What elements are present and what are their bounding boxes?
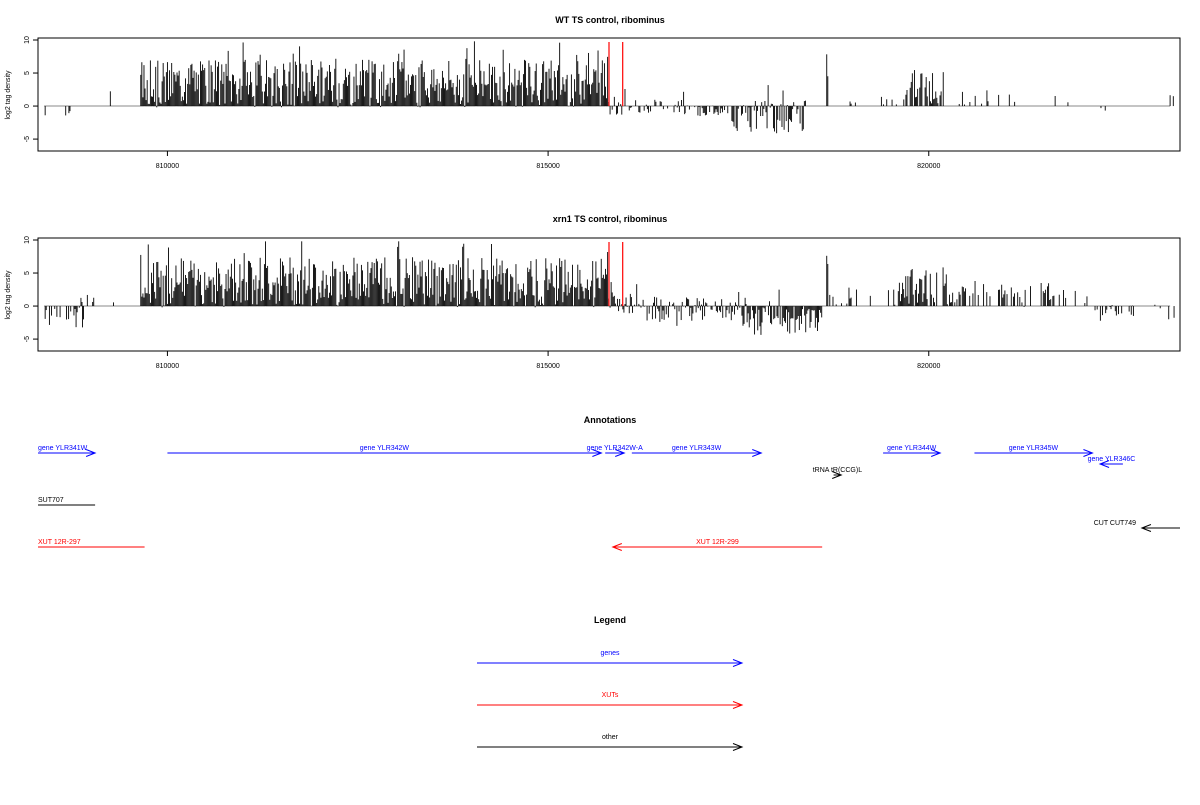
arrow-head: [930, 449, 942, 457]
xrn1-coverage-panel: xrn1 TS control, ribominus log2 tag dens…: [5, 214, 1181, 370]
y-tick-label: 10: [24, 36, 31, 44]
x-tick-label: 820000: [917, 363, 940, 370]
arrow-head: [1140, 524, 1152, 532]
plot-frame: [37, 237, 1181, 352]
arrow-head: [752, 449, 763, 457]
arrow-head: [1083, 449, 1094, 457]
legend-label: genes: [600, 650, 620, 657]
x-tick-label: 815000: [536, 363, 559, 370]
legend-title: Legend: [594, 615, 626, 625]
annotation-feature: gene YLR346C: [1088, 456, 1136, 468]
annotation-feature: gene YLR343W: [631, 445, 763, 457]
annotations-title: Annotations: [584, 415, 637, 425]
feature-label: XUT 12R-297: [38, 539, 81, 546]
annotation-feature: XUT 12R-299: [611, 539, 823, 551]
feature-label: SUT707: [38, 497, 64, 504]
legend-entries: genes XUTs other: [477, 650, 744, 751]
feature-label: gene YLR341W: [38, 445, 88, 452]
annotation-feature: SUT707: [38, 497, 96, 506]
x-tick-label: 820000: [917, 163, 940, 170]
arrow-head: [592, 449, 603, 457]
arrow-head: [732, 659, 744, 667]
feature-label: tRNA tR(CCG)L: [813, 467, 863, 474]
x-tick-label: 810000: [156, 163, 179, 170]
x-axis-ticks: 810000 815000 820000: [156, 351, 941, 370]
y-axis-label: log2 tag density: [5, 70, 12, 120]
annotation-feature: CUT CUT749: [1094, 520, 1180, 532]
arrow-head: [732, 701, 744, 709]
annotation-feature: XUT 12R-297: [38, 539, 145, 548]
arrow-head: [832, 471, 843, 479]
legend-label: other: [602, 734, 619, 741]
x-axis-ticks: 810000 815000 820000: [156, 151, 941, 170]
arrow-head: [1098, 460, 1110, 468]
y-axis-ticks: -5 0 5 10: [24, 236, 38, 342]
arrow-head: [611, 543, 622, 551]
wt-coverage-panel: WT TS control, ribominus log2 tag densit…: [5, 15, 1181, 170]
y-tick-label: 10: [24, 236, 31, 244]
annotation-feature: gene YLR342W: [167, 445, 603, 457]
arrow-head: [732, 743, 744, 751]
position-markers: [608, 242, 624, 307]
feature-label: gene YLR343W: [672, 445, 722, 452]
feature-label: gene YLR344W: [887, 445, 937, 452]
position-markers: [608, 42, 624, 107]
y-axis-label: log2 tag density: [5, 270, 12, 320]
y-tick-label: 5: [24, 71, 31, 75]
annotation-feature: gene YLR341W: [38, 445, 97, 457]
y-tick-label: 0: [24, 104, 31, 108]
arrow-head: [85, 449, 97, 457]
feature-label: gene YLR342W: [360, 445, 410, 452]
legend-entry: genes: [477, 650, 744, 667]
arrow-head: [615, 449, 626, 457]
annotation-feature: gene YLR342W-A: [587, 445, 643, 457]
annotation-feature: gene YLR344W: [883, 445, 942, 457]
legend-entry: other: [477, 734, 744, 751]
plot-frame: [37, 37, 1181, 152]
y-tick-label: -5: [24, 136, 31, 142]
annotations-track: Annotations gene YLR341W gene YLR342W gene…: [38, 415, 1180, 551]
y-tick-label: -5: [24, 336, 31, 342]
annotation-feature: gene YLR345W: [974, 445, 1094, 457]
y-tick-label: 0: [24, 304, 31, 308]
legend-entry: XUTs: [477, 692, 744, 709]
x-tick-label: 815000: [536, 163, 559, 170]
coverage-bars: [44, 41, 1174, 134]
feature-label: gene YLR345W: [1009, 445, 1059, 452]
y-tick-label: 5: [24, 271, 31, 275]
legend-label: XUTs: [602, 692, 619, 699]
panel-title: WT TS control, ribominus: [555, 15, 665, 25]
annotation-features: gene YLR341W gene YLR342W gene YLR342W-A ge…: [38, 445, 1180, 551]
legend: Legend genes XUTs other: [477, 615, 744, 751]
coverage-bars: [44, 241, 1175, 335]
y-axis-ticks: -5 0 5 10: [24, 36, 38, 142]
x-tick-label: 810000: [156, 363, 179, 370]
panel-title: xrn1 TS control, ribominus: [553, 214, 668, 224]
feature-label: gene YLR346C: [1088, 456, 1136, 463]
annotation-feature: tRNA tR(CCG)L: [813, 467, 863, 479]
feature-label: gene YLR342W-A: [587, 445, 643, 452]
feature-label: CUT CUT749: [1094, 520, 1136, 527]
feature-label: XUT 12R-299: [696, 539, 739, 546]
